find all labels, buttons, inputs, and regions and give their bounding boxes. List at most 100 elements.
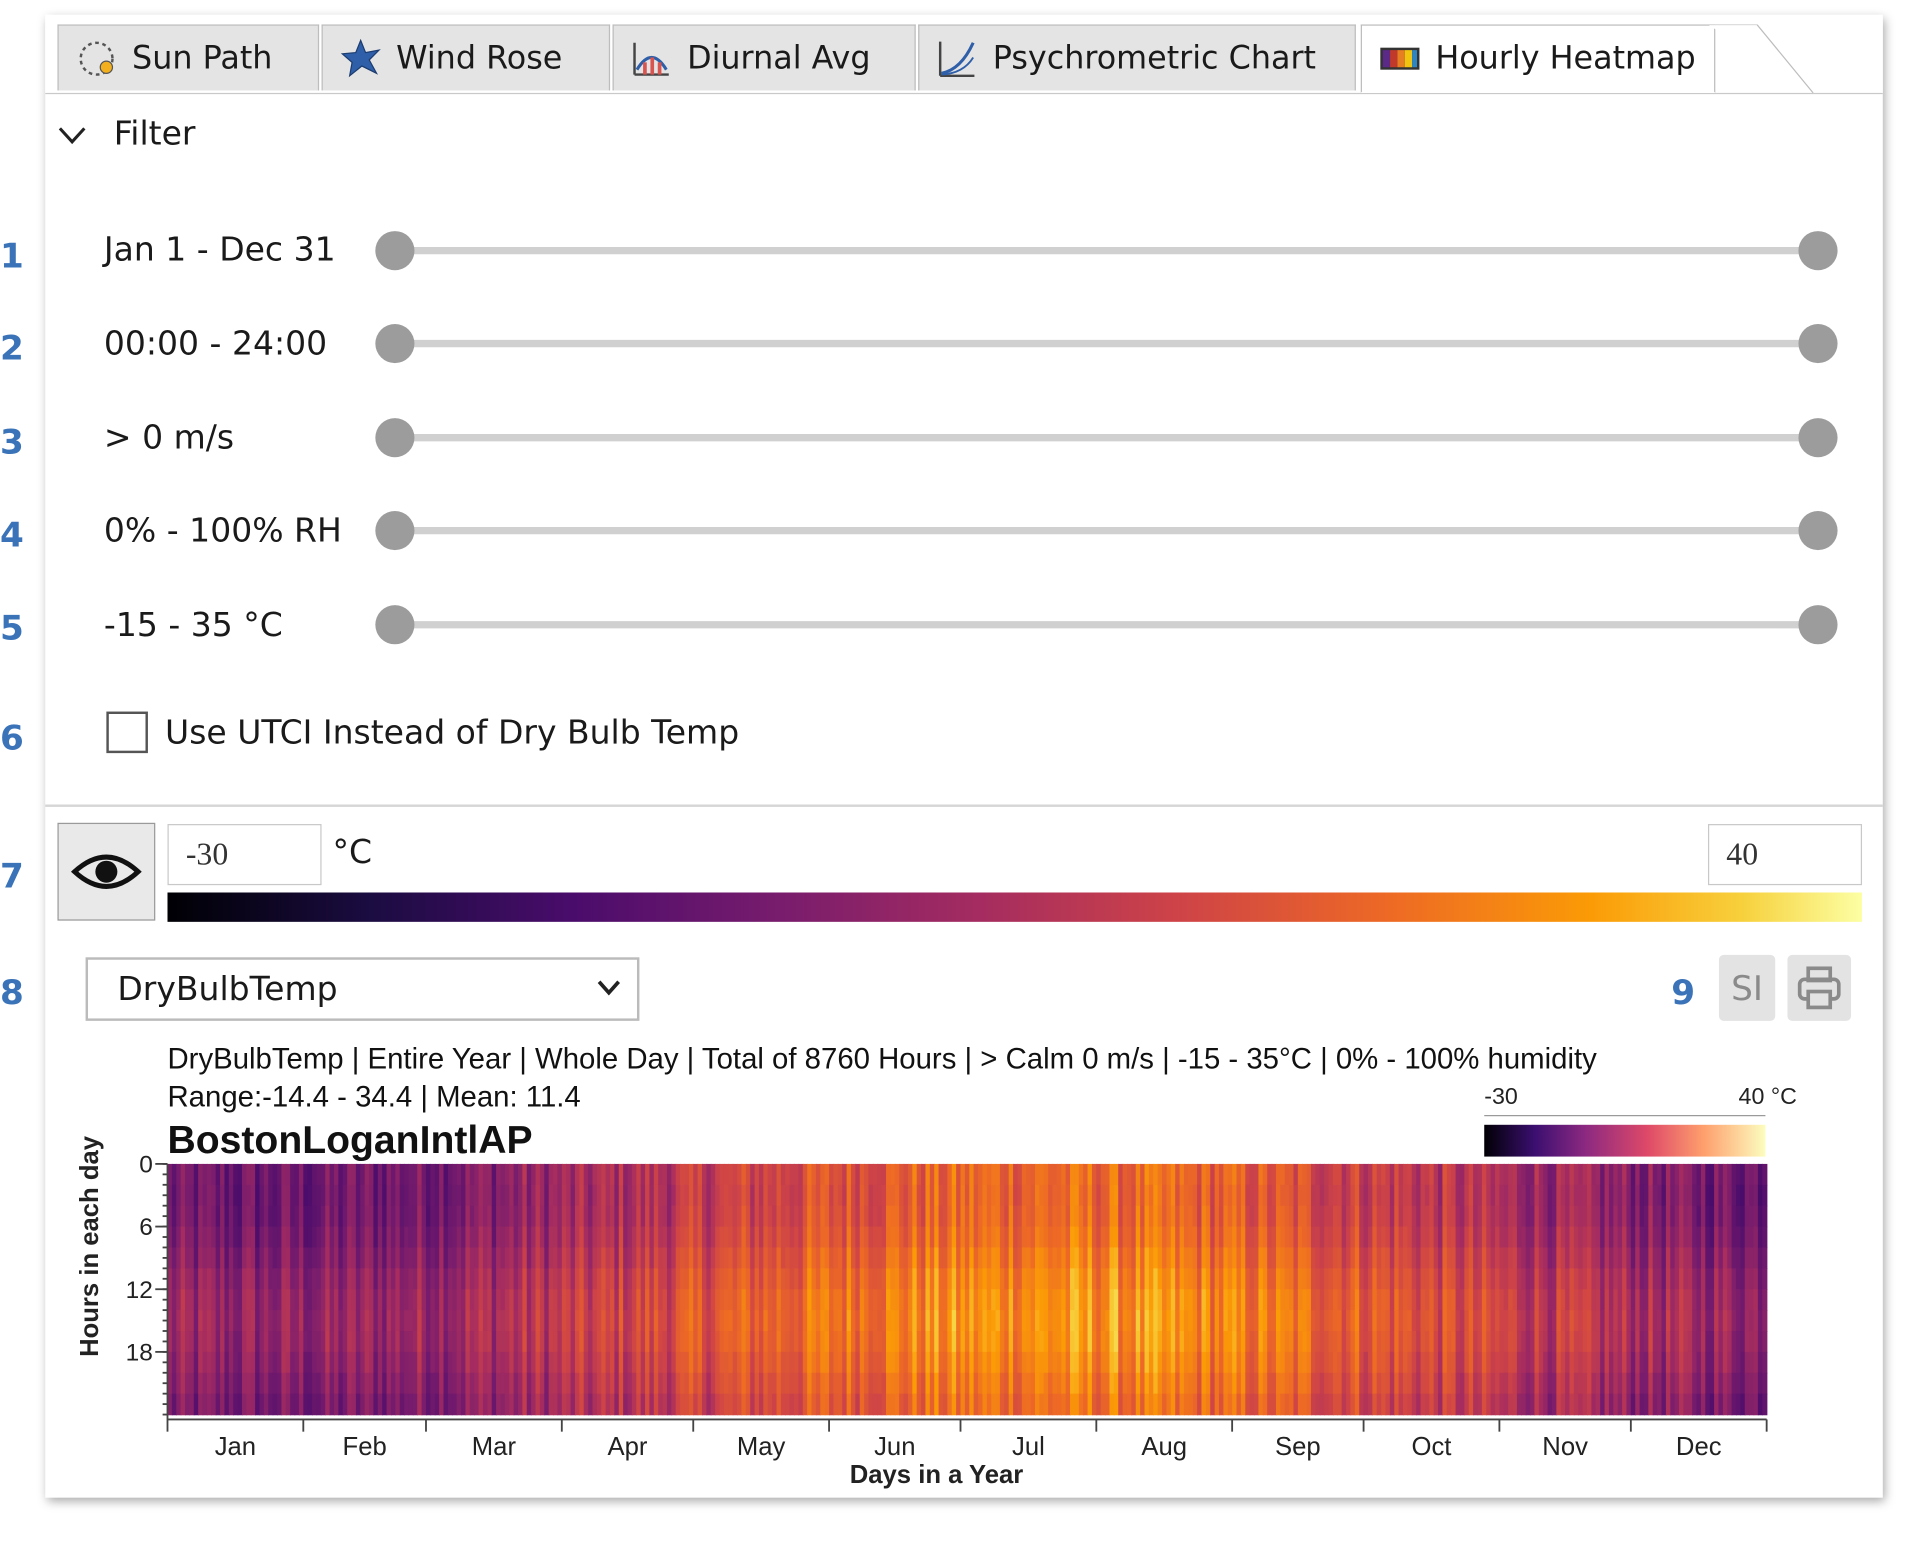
heatmap-cell	[531, 1184, 537, 1207]
temperature-range-slider[interactable]	[375, 603, 1838, 647]
heatmap-cell	[342, 1310, 348, 1332]
heatmap-cell	[369, 1226, 375, 1249]
heatmap-cell	[1757, 1310, 1764, 1332]
heatmap-cell	[469, 1226, 475, 1249]
variable-select[interactable]: DryBulbTemp	[85, 957, 640, 1021]
heatmap-cell	[312, 1268, 318, 1290]
slider-thumb-max[interactable]	[1798, 511, 1838, 551]
heatmap-cell	[539, 1289, 546, 1311]
heatmap-cell	[1218, 1310, 1225, 1332]
heatmap-cell	[456, 1310, 462, 1332]
heatmap-cell	[570, 1331, 576, 1353]
heatmap-cell	[815, 1372, 822, 1395]
heatmap-cell	[671, 1331, 677, 1353]
heatmap-cell	[833, 1393, 839, 1416]
heatmap-cell	[706, 1289, 712, 1311]
heatmap-cell	[250, 1247, 256, 1270]
heatmap-cell	[859, 1268, 865, 1290]
utci-checkbox[interactable]	[106, 711, 148, 754]
filter-toggle[interactable]: Filter	[55, 115, 195, 153]
heatmap-cell	[1039, 1163, 1045, 1186]
heatmap-cell	[1464, 1372, 1470, 1395]
heatmap-cell	[570, 1247, 576, 1270]
heatmap-cell	[338, 1268, 344, 1290]
heatmap-cell	[1735, 1331, 1742, 1353]
slider-thumb-min[interactable]	[375, 323, 415, 364]
humidity-range-slider[interactable]	[375, 509, 1838, 553]
heatmap-cell	[237, 1310, 243, 1332]
heatmap-cell	[417, 1163, 423, 1186]
heatmap-cell	[1569, 1247, 1575, 1270]
heatmap-cell	[1578, 1268, 1584, 1290]
tab-wind-rose[interactable]: Wind Rose	[321, 24, 611, 91]
heatmap-cell	[1403, 1372, 1409, 1395]
filter-title: Filter	[113, 114, 196, 153]
heatmap-cell	[263, 1163, 269, 1186]
utci-checkbox-row[interactable]: Use UTCI Instead of Dry Bulb Temp	[106, 711, 739, 754]
heatmap-cell	[1735, 1205, 1742, 1228]
heatmap-cell	[693, 1310, 699, 1332]
heatmap-cell	[1043, 1268, 1049, 1290]
hour-range-slider[interactable]	[375, 322, 1838, 366]
heatmap-cell	[942, 1289, 949, 1311]
heatmap-cell	[1367, 1226, 1374, 1249]
heatmap-cell	[671, 1184, 677, 1207]
heatmap-cell	[1547, 1163, 1553, 1186]
heatmap-cell	[601, 1393, 607, 1416]
heatmap-cell	[1473, 1247, 1479, 1270]
visibility-toggle-button[interactable]	[57, 822, 156, 921]
heatmap-cell	[807, 1163, 813, 1186]
heatmap-cell	[316, 1247, 322, 1270]
heatmap-cell	[618, 1247, 624, 1270]
heatmap-cell	[1389, 1289, 1395, 1311]
heatmap-cell	[1714, 1331, 1720, 1353]
heatmap-cell	[763, 1163, 769, 1186]
legend-min-input[interactable]: -30	[167, 824, 322, 886]
heatmap-cell	[1236, 1247, 1242, 1270]
print-button[interactable]	[1787, 954, 1852, 1021]
tab-hourly-heatmap[interactable]: Hourly Heatmap	[1360, 24, 1716, 93]
heatmap-cell	[741, 1289, 747, 1311]
heatmap-cell	[1262, 1163, 1268, 1186]
heatmap-cell	[1512, 1393, 1518, 1416]
date-range-slider[interactable]	[375, 229, 1838, 273]
heatmap-cell	[715, 1205, 721, 1228]
wind-speed-slider[interactable]	[375, 416, 1838, 460]
slider-thumb-min[interactable]	[375, 231, 415, 271]
heatmap-cell	[193, 1268, 199, 1290]
heatmap-cell	[1643, 1268, 1650, 1290]
tab-diurnal-avg[interactable]: Diurnal Avg	[612, 24, 916, 91]
slider-thumb-max[interactable]	[1798, 605, 1838, 645]
heatmap-cell	[1547, 1310, 1553, 1332]
heatmap-cell	[1394, 1351, 1400, 1374]
heatmap-cell	[754, 1393, 760, 1416]
heatmap-cell	[434, 1310, 440, 1332]
slider-thumb-min[interactable]	[375, 605, 415, 645]
heatmap-cell	[956, 1351, 962, 1374]
heatmap-cell	[1087, 1205, 1093, 1228]
heatmap-cell	[1521, 1331, 1527, 1353]
slider-thumb-max[interactable]	[1798, 418, 1838, 458]
heatmap-cell	[1643, 1247, 1650, 1270]
heatmap-cell	[1354, 1163, 1360, 1186]
heatmap-cell	[750, 1372, 756, 1395]
slider-thumb-max[interactable]	[1798, 231, 1838, 271]
heatmap-cell	[250, 1268, 256, 1290]
heatmap-cell	[193, 1184, 199, 1207]
slider-thumb-max[interactable]	[1798, 323, 1838, 364]
heatmap-cell	[1284, 1331, 1290, 1353]
heatmap-cell	[404, 1205, 410, 1228]
heatmap-cell	[522, 1351, 528, 1374]
heatmap-cell	[478, 1331, 484, 1353]
heatmap-cell	[220, 1205, 226, 1228]
tab-sun-path[interactable]: Sun Path	[57, 24, 320, 91]
slider-thumb-min[interactable]	[375, 418, 415, 458]
heatmap-cell	[886, 1372, 892, 1395]
slider-thumb-min[interactable]	[375, 511, 415, 551]
heatmap-cell	[513, 1184, 519, 1207]
tab-psychrometric-chart[interactable]: Psychrometric Chart	[918, 24, 1356, 91]
heatmap-cell	[614, 1226, 620, 1249]
heatmap-cell	[539, 1351, 546, 1374]
legend-max-input[interactable]: 40	[1707, 824, 1863, 886]
si-units-button[interactable]: SI	[1718, 954, 1776, 1021]
